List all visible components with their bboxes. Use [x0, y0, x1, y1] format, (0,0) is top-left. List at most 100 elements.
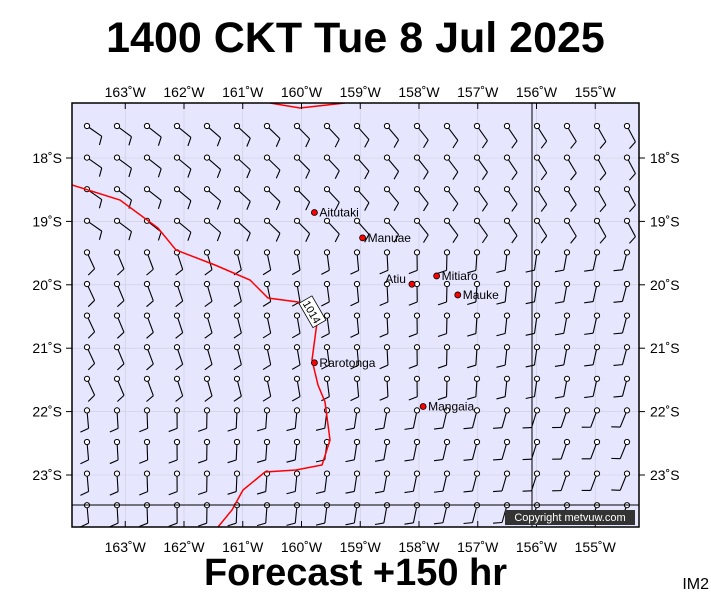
- wind-barb: [525, 375, 541, 400]
- wind-barb: [443, 217, 459, 244]
- wind-barb: [233, 122, 251, 147]
- islands: Aitutaki Manuae Mitiaro Atiu Mauke Rarotonga M…: [311, 206, 499, 414]
- lon-tick-label: 158˚W: [398, 539, 440, 555]
- lon-tick-label: 155˚W: [575, 84, 617, 100]
- wind-barb: [197, 438, 211, 464]
- wind-barb: [113, 122, 132, 146]
- wind-barb: [139, 407, 151, 433]
- map-frame: [71, 102, 640, 528]
- wind-barb: [173, 186, 192, 210]
- wind-barb: [143, 375, 154, 402]
- lat-tick-label: 23˚S: [650, 467, 680, 483]
- isobars: [72, 103, 639, 527]
- wind-barb: [611, 407, 631, 428]
- wind-barb: [173, 375, 184, 402]
- wind-barb: [109, 438, 121, 465]
- wind-barb: [263, 217, 281, 242]
- wind-barb: [173, 344, 184, 371]
- lon-tick-label: 162˚W: [163, 84, 205, 100]
- wind-barb: [80, 407, 91, 433]
- wind-barb: [143, 344, 154, 371]
- lat-tick-label: 22˚S: [650, 404, 680, 420]
- wind-barb: [443, 122, 459, 149]
- wind-barb: [623, 154, 636, 181]
- island-marker: Aitutaki: [311, 206, 359, 220]
- wind-barb: [350, 280, 361, 307]
- wind-barb: [227, 407, 241, 432]
- wind-barb: [467, 280, 481, 306]
- wind-barb: [581, 438, 601, 460]
- chart-title: 1400 CKT Tue 8 Jul 2025: [106, 14, 605, 62]
- wind-barb: [443, 154, 459, 180]
- wind-barb: [262, 280, 272, 307]
- wind-barb: [493, 407, 511, 429]
- wind-barb: [433, 407, 451, 430]
- lon-tick-label: 163˚W: [105, 539, 147, 555]
- wind-barb: [379, 280, 391, 307]
- island-label: Mauke: [463, 288, 499, 302]
- wind-barb: [203, 280, 213, 308]
- wind-barb: [233, 280, 242, 307]
- wind-barb: [593, 154, 607, 181]
- wind-barb: [554, 249, 571, 273]
- wind-barb: [613, 312, 631, 335]
- wind-barb: [525, 280, 541, 305]
- wind-barb: [345, 470, 361, 494]
- wind-barb: [293, 154, 311, 179]
- lon-tick-label: 163˚W: [105, 84, 147, 100]
- wind-barb: [233, 217, 251, 242]
- wind-barb: [315, 470, 331, 495]
- copyright-text: Copyright metvuw.com: [514, 512, 625, 524]
- wind-barb: [503, 217, 518, 244]
- wind-barb: [353, 217, 370, 243]
- wind-barb: [173, 154, 192, 178]
- wind-barb: [80, 470, 91, 496]
- wind-barb: [493, 438, 511, 461]
- wind-barb: [473, 122, 488, 149]
- wind-barb: [533, 186, 548, 212]
- wind-barb: [467, 249, 481, 274]
- wind-barb: [173, 217, 192, 241]
- wind-barb: [379, 249, 391, 275]
- wind-barb: [383, 154, 400, 180]
- island-label: Rarotonga: [319, 356, 375, 370]
- wind-barb: [139, 470, 151, 496]
- lon-tick-label: 159˚W: [340, 84, 382, 100]
- wind-barb: [168, 438, 181, 464]
- wind-barb: [413, 122, 429, 149]
- wind-barb: [404, 407, 421, 430]
- wind-barb: [203, 154, 222, 179]
- wind-barb: [584, 312, 601, 335]
- wind-barb: [584, 249, 601, 272]
- island-label: Mangaia: [428, 400, 474, 414]
- wind-barb: [256, 407, 271, 432]
- wind-barb: [593, 217, 607, 244]
- wind-barb: [233, 312, 242, 339]
- wind-barb: [173, 312, 184, 339]
- wind-barb: [173, 280, 184, 308]
- lon-tick-label: 156˚W: [516, 84, 558, 100]
- wind-barb: [437, 249, 451, 274]
- wind-barb: [533, 154, 548, 181]
- wind-barb: [383, 186, 400, 212]
- island-label: Atiu: [385, 272, 406, 286]
- wind-barb: [263, 154, 281, 179]
- wind-barb: [350, 249, 361, 275]
- wind-barb: [263, 186, 281, 211]
- wind-barb: [563, 217, 577, 244]
- wind-barb: [109, 470, 121, 496]
- wind-barb: [613, 249, 631, 272]
- wind-barb: [83, 217, 103, 240]
- wind-barb: [404, 470, 421, 494]
- wind-barb: [113, 312, 125, 339]
- wind-barb: [563, 122, 577, 149]
- wind-barb: [350, 312, 361, 338]
- wind-barb: [379, 344, 391, 370]
- wind-barb: [256, 438, 271, 463]
- wind-barb: [581, 407, 601, 428]
- wind-barb: [383, 217, 400, 243]
- wind-barb: [262, 249, 272, 276]
- wind-barb: [533, 122, 548, 149]
- wind-barb: [623, 186, 636, 213]
